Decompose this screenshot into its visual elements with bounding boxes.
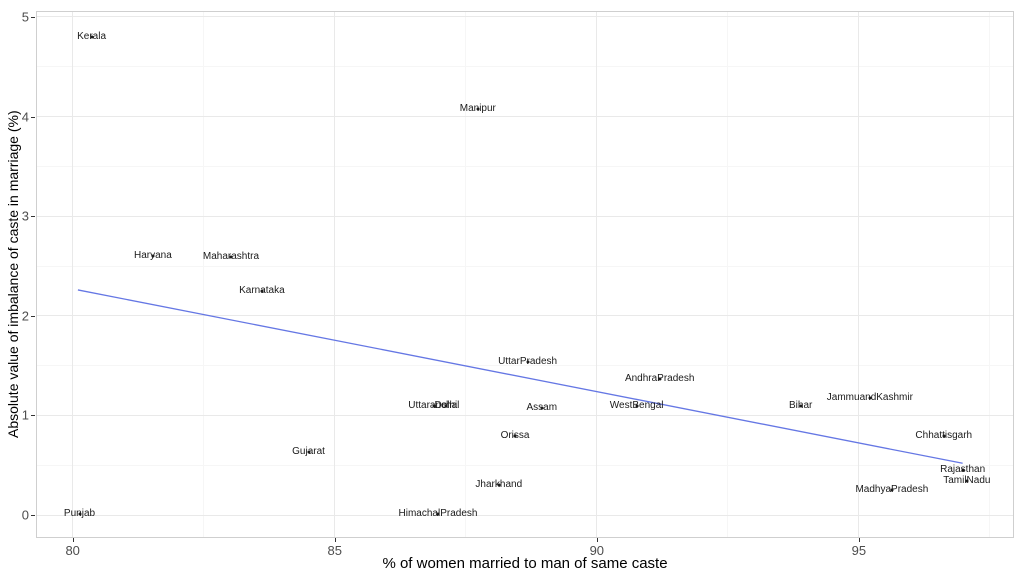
y-gridline-major xyxy=(36,414,1014,416)
y-gridline-major xyxy=(36,514,1014,516)
y-axis-title: Absolute value of imbalance of caste in … xyxy=(5,110,21,439)
data-point xyxy=(658,377,662,381)
x-gridline-major xyxy=(334,11,336,538)
x-tick-label: 90 xyxy=(589,543,605,558)
data-point xyxy=(540,406,544,410)
x-gridline-minor xyxy=(989,11,991,538)
y-tick-label: 2 xyxy=(21,308,29,324)
y-axis-tick xyxy=(31,315,35,317)
data-point xyxy=(151,254,155,258)
y-gridline-major xyxy=(36,16,1014,18)
data-point xyxy=(444,404,448,408)
data-point xyxy=(436,512,440,516)
y-axis-tick xyxy=(31,16,35,18)
x-gridline-minor xyxy=(203,11,205,538)
data-point xyxy=(432,404,436,408)
x-axis-title: % of women married to man of same caste xyxy=(382,555,668,572)
y-gridline-minor xyxy=(36,66,1014,68)
y-axis-tick xyxy=(31,415,35,417)
x-gridline-minor xyxy=(465,11,467,538)
y-gridline-major xyxy=(36,315,1014,317)
data-point xyxy=(961,468,965,472)
x-axis-tick xyxy=(858,538,860,542)
y-gridline-minor xyxy=(36,165,1014,167)
data-point xyxy=(635,404,639,408)
data-point xyxy=(260,289,264,293)
data-point xyxy=(497,483,501,487)
y-tick-label: 4 xyxy=(21,109,29,125)
y-tick-label: 1 xyxy=(21,407,29,423)
x-axis-tick xyxy=(334,538,336,542)
x-gridline-minor xyxy=(727,11,729,538)
y-tick-label: 3 xyxy=(21,208,29,224)
data-point xyxy=(90,35,94,39)
data-point xyxy=(526,360,530,364)
data-point xyxy=(513,434,517,438)
data-point xyxy=(78,512,81,516)
x-gridline-major xyxy=(72,11,74,538)
x-axis-tick xyxy=(596,538,598,542)
plot-panel: KeralaManipurHaryanaMaharashtraKarnataka… xyxy=(36,11,1014,538)
y-tick-label: 5 xyxy=(21,9,29,25)
y-gridline-minor xyxy=(36,464,1014,466)
data-point xyxy=(965,479,969,483)
x-tick-label: 80 xyxy=(65,543,80,558)
data-point xyxy=(799,404,803,408)
y-tick-label: 0 xyxy=(21,507,29,523)
x-tick-label: 85 xyxy=(327,543,342,558)
data-point xyxy=(890,488,894,492)
x-gridline-major xyxy=(858,11,860,538)
x-tick-label: 95 xyxy=(851,543,867,558)
x-axis-tick xyxy=(72,538,74,542)
y-axis-tick xyxy=(31,515,35,517)
y-gridline-minor xyxy=(36,265,1014,267)
y-axis-tick xyxy=(31,116,35,118)
y-axis-tick xyxy=(31,216,35,218)
data-point xyxy=(307,450,311,454)
data-point xyxy=(476,107,480,111)
data-point xyxy=(868,396,872,400)
trend-line-layer xyxy=(77,289,963,464)
x-gridline-major xyxy=(596,11,598,538)
data-point xyxy=(229,255,233,259)
y-gridline-major xyxy=(36,116,1014,118)
y-gridline-major xyxy=(36,215,1014,217)
data-point xyxy=(942,434,946,438)
